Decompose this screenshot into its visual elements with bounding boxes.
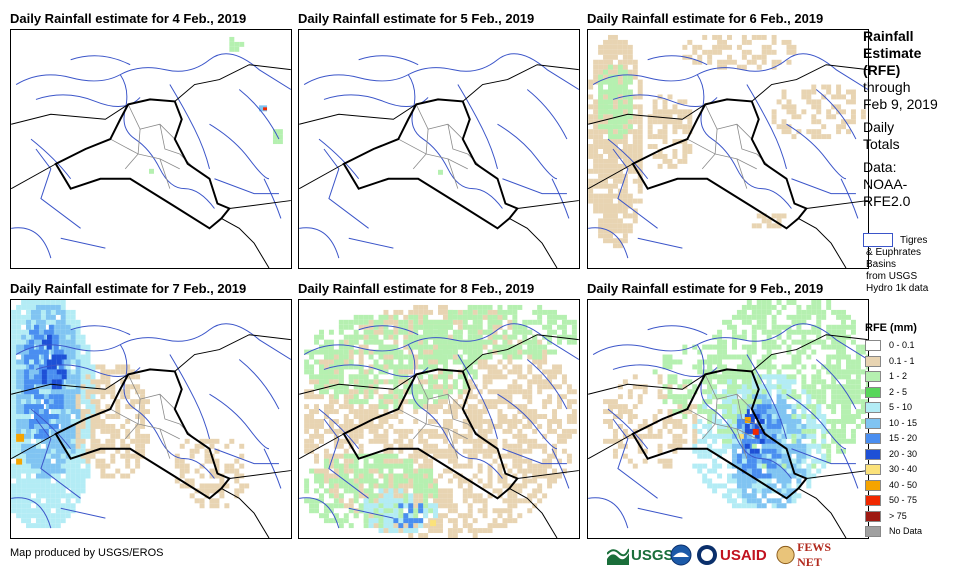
rfe-label: 2 - 5 (889, 386, 908, 397)
usaid-logo: USAID (696, 542, 774, 568)
legend-title: Rainfall Estimate (RFE) (863, 28, 967, 79)
rfe-legend-item: 1 - 2 (865, 371, 965, 385)
legend-data-line: Data: (863, 159, 897, 175)
legend-through-line: through (863, 79, 911, 95)
rfe-swatch (865, 464, 881, 475)
fewsnet-logo: FEWS NET (776, 540, 856, 569)
usgs-logo-text: USGS (631, 546, 674, 564)
map-legend: Rainfall Estimate (RFE) through Feb 9, 2… (863, 28, 967, 210)
rfe-label: 0 - 0.1 (889, 340, 915, 350)
legend-daily-line: Totals (863, 136, 900, 152)
basin-label-line: Hydro 1k data (866, 283, 929, 294)
panel-title-feb7: Daily Rainfall estimate for 7 Feb., 2019 (10, 281, 247, 296)
rfe-legend-item: 0.1 - 1 (865, 355, 965, 370)
basin-label-line: Basins (866, 259, 897, 270)
rfe-label: 15 - 20 (889, 433, 918, 443)
fewsnet-globe-icon (776, 545, 795, 565)
rfe-legend-item: 30 - 40 (865, 464, 965, 478)
noaa-logo (670, 542, 692, 568)
rfe-legend-item: > 75 (865, 510, 965, 525)
rfe-legend-item: 0 - 0.1 (865, 340, 965, 354)
rfe-swatch (865, 448, 881, 460)
fewsnet-logo-text: FEWS NET (797, 540, 832, 569)
rfe-label: No Data (889, 526, 923, 536)
rfe-legend-item: 5 - 10 (865, 402, 965, 416)
rfe-swatch (865, 495, 881, 506)
rfe-legend-item: 50 - 75 (865, 495, 965, 509)
rfe-label: 20 - 30 (889, 448, 918, 459)
rfe-label: 50 - 75 (889, 495, 918, 505)
basin-swatch (863, 233, 893, 247)
panel-title-feb5: Daily Rainfall estimate for 5 Feb., 2019 (298, 11, 535, 26)
rfe-label: 10 - 15 (889, 417, 918, 428)
usgs-mark-icon (607, 548, 629, 565)
rfe-legend-item: No Data (865, 526, 965, 540)
legend-through-line: Feb 9, 2019 (863, 96, 938, 112)
rfe-legend-item: 20 - 30 (865, 448, 965, 463)
rfe-legend-title: RFE (mm) (865, 322, 917, 334)
legend-data-line: RFE2.0 (863, 193, 911, 209)
legend-daily-line: Daily (863, 119, 895, 135)
legend-title-line: Rainfall (863, 28, 914, 44)
map-panel-feb5 (298, 29, 580, 269)
map-credit: Map produced by USGS/EROS (10, 547, 164, 559)
rfe-label: 0.1 - 1 (889, 355, 915, 366)
map-feb8 (299, 304, 579, 538)
map-feb4 (11, 36, 291, 268)
noaa-icon (670, 544, 692, 566)
map-feb6 (588, 34, 868, 268)
rfe-swatch (865, 386, 881, 398)
usgs-logo: USGS (607, 542, 687, 568)
usaid-logo-text: USAID (720, 546, 767, 564)
rfe-swatch (865, 510, 881, 522)
legend-data-source: Data: NOAA- RFE2.0 (863, 159, 967, 210)
rfe-swatch (865, 340, 881, 351)
rfe-label: > 75 (889, 510, 907, 521)
rfe-label: 5 - 10 (889, 402, 913, 412)
panel-title-feb9: Daily Rainfall estimate for 9 Feb., 2019 (587, 281, 824, 296)
map-panel-feb8 (298, 299, 580, 539)
rfe-swatch (865, 402, 881, 413)
rfe-label: 1 - 2 (889, 371, 908, 381)
basin-label-line: & Euphrates (866, 247, 922, 258)
map-panel-feb7 (10, 299, 292, 539)
basin-label-line: Tigres (900, 235, 928, 246)
rfe-swatch (865, 417, 881, 429)
basin-label: Tigres & Euphrates Basins from USGS Hydr… (866, 235, 966, 295)
panel-title-feb6: Daily Rainfall estimate for 6 Feb., 2019 (587, 11, 824, 26)
map-panel-feb6 (587, 29, 869, 269)
rfe-label: 30 - 40 (889, 464, 918, 474)
rfe-legend-item: 40 - 50 (865, 479, 965, 494)
map-feb9 (588, 300, 868, 538)
panel-title-feb8: Daily Rainfall estimate for 8 Feb., 2019 (298, 281, 535, 296)
rfe-legend-item: 2 - 5 (865, 386, 965, 401)
rfe-swatch (865, 479, 881, 491)
rfe-legend-item: 10 - 15 (865, 417, 965, 432)
rfe-swatch (865, 355, 881, 367)
legend-title-line: Estimate (863, 45, 922, 61)
rfe-legend-item: 15 - 20 (865, 433, 965, 447)
map-feb7 (11, 300, 291, 538)
map-panel-feb9 (587, 299, 869, 539)
rfe-swatch (865, 433, 881, 444)
legend-title-line: (RFE) (863, 62, 901, 78)
panel-title-feb4: Daily Rainfall estimate for 4 Feb., 2019 (10, 11, 247, 26)
legend-through: through Feb 9, 2019 (863, 79, 967, 113)
map-panel-feb4 (10, 29, 292, 269)
rfe-swatch (865, 371, 881, 382)
legend-daily: Daily Totals (863, 119, 967, 153)
rfe-swatch (865, 526, 881, 537)
rfe-label: 40 - 50 (889, 479, 918, 490)
legend-data-line: NOAA- (863, 176, 908, 192)
map-feb5 (299, 53, 579, 268)
usaid-seal-icon (697, 545, 717, 565)
basin-label-line: from USGS (866, 271, 918, 282)
